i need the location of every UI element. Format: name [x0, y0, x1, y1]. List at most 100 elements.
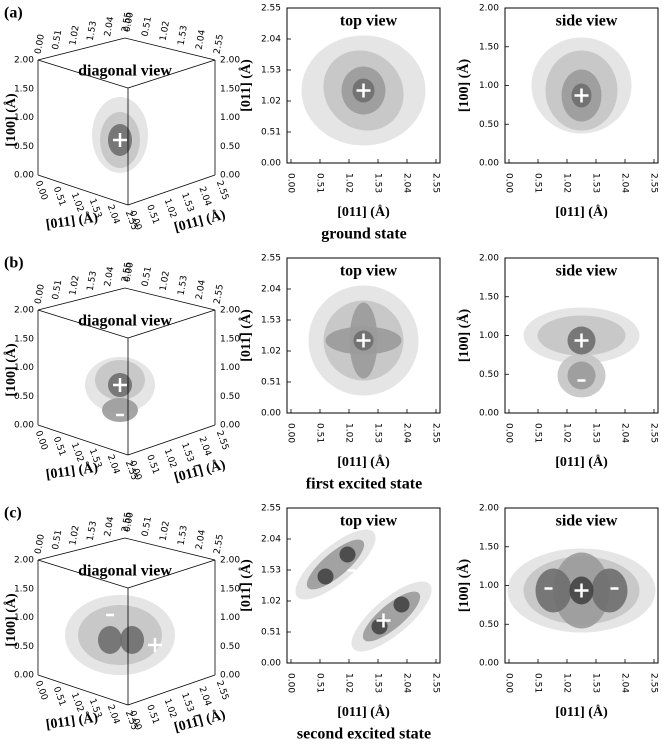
x-tick-label: 2.55	[649, 423, 659, 443]
z-tick-label: 0.50	[220, 642, 240, 652]
isosurface	[318, 569, 334, 585]
x-axis-label: [011] (Å)	[45, 210, 100, 233]
panel-title: top view	[340, 513, 398, 530]
x-tick-label: 1.53	[373, 423, 383, 443]
tick-label: 2.55	[213, 283, 226, 304]
tick-label: 1.02	[69, 691, 85, 713]
y-axis-label: [011̅] (Å)	[172, 457, 227, 486]
x-tick-label: 1.53	[373, 173, 383, 193]
y-tick-label: 0.51	[261, 128, 281, 138]
y-tick-label: 1.02	[261, 597, 281, 607]
y-tick-label: 0.00	[479, 659, 499, 669]
x-tick-label: 1.02	[344, 173, 354, 193]
tick-label: 0.00	[33, 429, 49, 452]
y-tick-label: 1.02	[261, 347, 281, 357]
isosurface	[394, 597, 410, 613]
x-tick-label: 0.00	[504, 673, 514, 693]
y-tick-label: 1.02	[261, 97, 281, 107]
panel-title: top view	[340, 263, 398, 280]
panel-title: diagonal view	[78, 563, 172, 580]
state-caption: first excited state	[306, 476, 422, 493]
tick-label: 1.53	[177, 275, 190, 296]
x-tick-label: 0.51	[533, 423, 543, 443]
panel-title: side view	[556, 513, 618, 530]
panel-title: side view	[556, 13, 618, 30]
tick-label: 2.04	[105, 453, 121, 476]
isosurface	[568, 362, 596, 390]
x-tick-label: 1.53	[373, 673, 383, 693]
y-axis-label: [011̅] (Å)	[238, 309, 254, 362]
tick-label: 2.04	[103, 516, 116, 538]
x-axis-label: [011] (Å)	[45, 710, 100, 733]
tick-label: 0.51	[51, 685, 67, 707]
y-axis-label: [011̅] (Å)	[238, 559, 254, 612]
tick-label: 0.51	[141, 516, 154, 537]
x-tick-label: 2.04	[402, 673, 412, 693]
tick-label: 0.51	[144, 203, 160, 225]
y-tick-label: 1.00	[479, 331, 499, 341]
row-panel: (b)diagonal view0.000.000.000.000.510.51…	[3, 254, 658, 493]
tick-label: 1.53	[179, 691, 195, 713]
y-tick-label: 1.53	[261, 566, 281, 576]
x-axis-label: [011] (Å)	[555, 704, 608, 720]
y-tick-label: 1.50	[479, 42, 499, 52]
x-tick-label: 1.02	[562, 173, 572, 193]
z-tick-label: 2.00	[220, 306, 240, 316]
figure: (a)diagonal view0.000.000.000.000.510.51…	[0, 0, 664, 751]
z-tick-label: 0.00	[220, 171, 240, 181]
tick-label: 2.04	[196, 185, 212, 208]
z-tick-label: 0.00	[14, 421, 34, 431]
tick-label: 1.02	[69, 191, 85, 213]
y-tick-label: 1.00	[479, 581, 499, 591]
y-tick-label: 0.51	[261, 378, 281, 388]
panel-title: top view	[340, 13, 398, 30]
state-caption: ground state	[321, 226, 407, 243]
y-tick-label: 0.00	[261, 159, 281, 169]
tick-label: 0.00	[33, 679, 49, 702]
tick-label: 0.00	[34, 533, 47, 555]
z-tick-label: 2.00	[14, 56, 34, 66]
z-tick-label: 2.00	[220, 556, 240, 566]
x-tick-label: 0.51	[315, 173, 325, 193]
tick-label: 2.04	[105, 703, 121, 726]
tick-label: 0.51	[144, 703, 160, 725]
tick-label: 0.51	[51, 435, 67, 457]
z-tick-label: 1.50	[220, 84, 240, 94]
z-tick-label: 1.50	[220, 334, 240, 344]
x-tick-label: 0.51	[315, 423, 325, 443]
tick-label: 2.55	[213, 533, 226, 554]
y-tick-label: 2.04	[261, 535, 281, 545]
z-axis-label: [100] (Å)	[3, 343, 19, 397]
x-tick-label: 1.02	[562, 423, 572, 443]
y-tick-label: 0.00	[261, 659, 281, 669]
x-tick-label: 1.02	[562, 673, 572, 693]
y-axis-label: [100] (Å)	[456, 559, 472, 613]
panel-title: diagonal view	[78, 313, 172, 330]
tick-label: 1.53	[86, 270, 99, 291]
y-tick-label: 2.55	[261, 4, 281, 14]
x-tick-label: 0.00	[504, 173, 514, 193]
tick-label: 0.51	[51, 279, 64, 300]
isosurface	[340, 547, 356, 563]
y-axis-label: [011] (Å)	[172, 207, 227, 236]
y-tick-label: 1.00	[479, 81, 499, 91]
tick-label: 0.51	[51, 29, 64, 50]
x-axis-label: [011] (Å)	[45, 460, 100, 483]
z-tick-label: 1.00	[220, 113, 240, 123]
y-axis-label: [100] (Å)	[456, 59, 472, 113]
tick-label: 1.53	[86, 520, 99, 541]
tick-label: 2.04	[103, 16, 116, 38]
panel-title: diagonal view	[78, 63, 172, 80]
tick-label: 2.55	[214, 679, 230, 701]
isosurface	[102, 398, 138, 422]
z-tick-label: 1.50	[14, 584, 34, 594]
row-label: (b)	[4, 255, 24, 272]
tick-label: 1.53	[86, 20, 99, 41]
y-axis-label: [011] (Å)	[238, 59, 254, 112]
tick-label: 2.04	[105, 203, 121, 226]
x-tick-label: 0.51	[533, 673, 543, 693]
z-tick-label: 0.50	[220, 142, 240, 152]
tick-label: 1.53	[177, 525, 190, 546]
x-axis-label: [011] (Å)	[337, 704, 390, 720]
y-tick-label: 0.00	[479, 159, 499, 169]
